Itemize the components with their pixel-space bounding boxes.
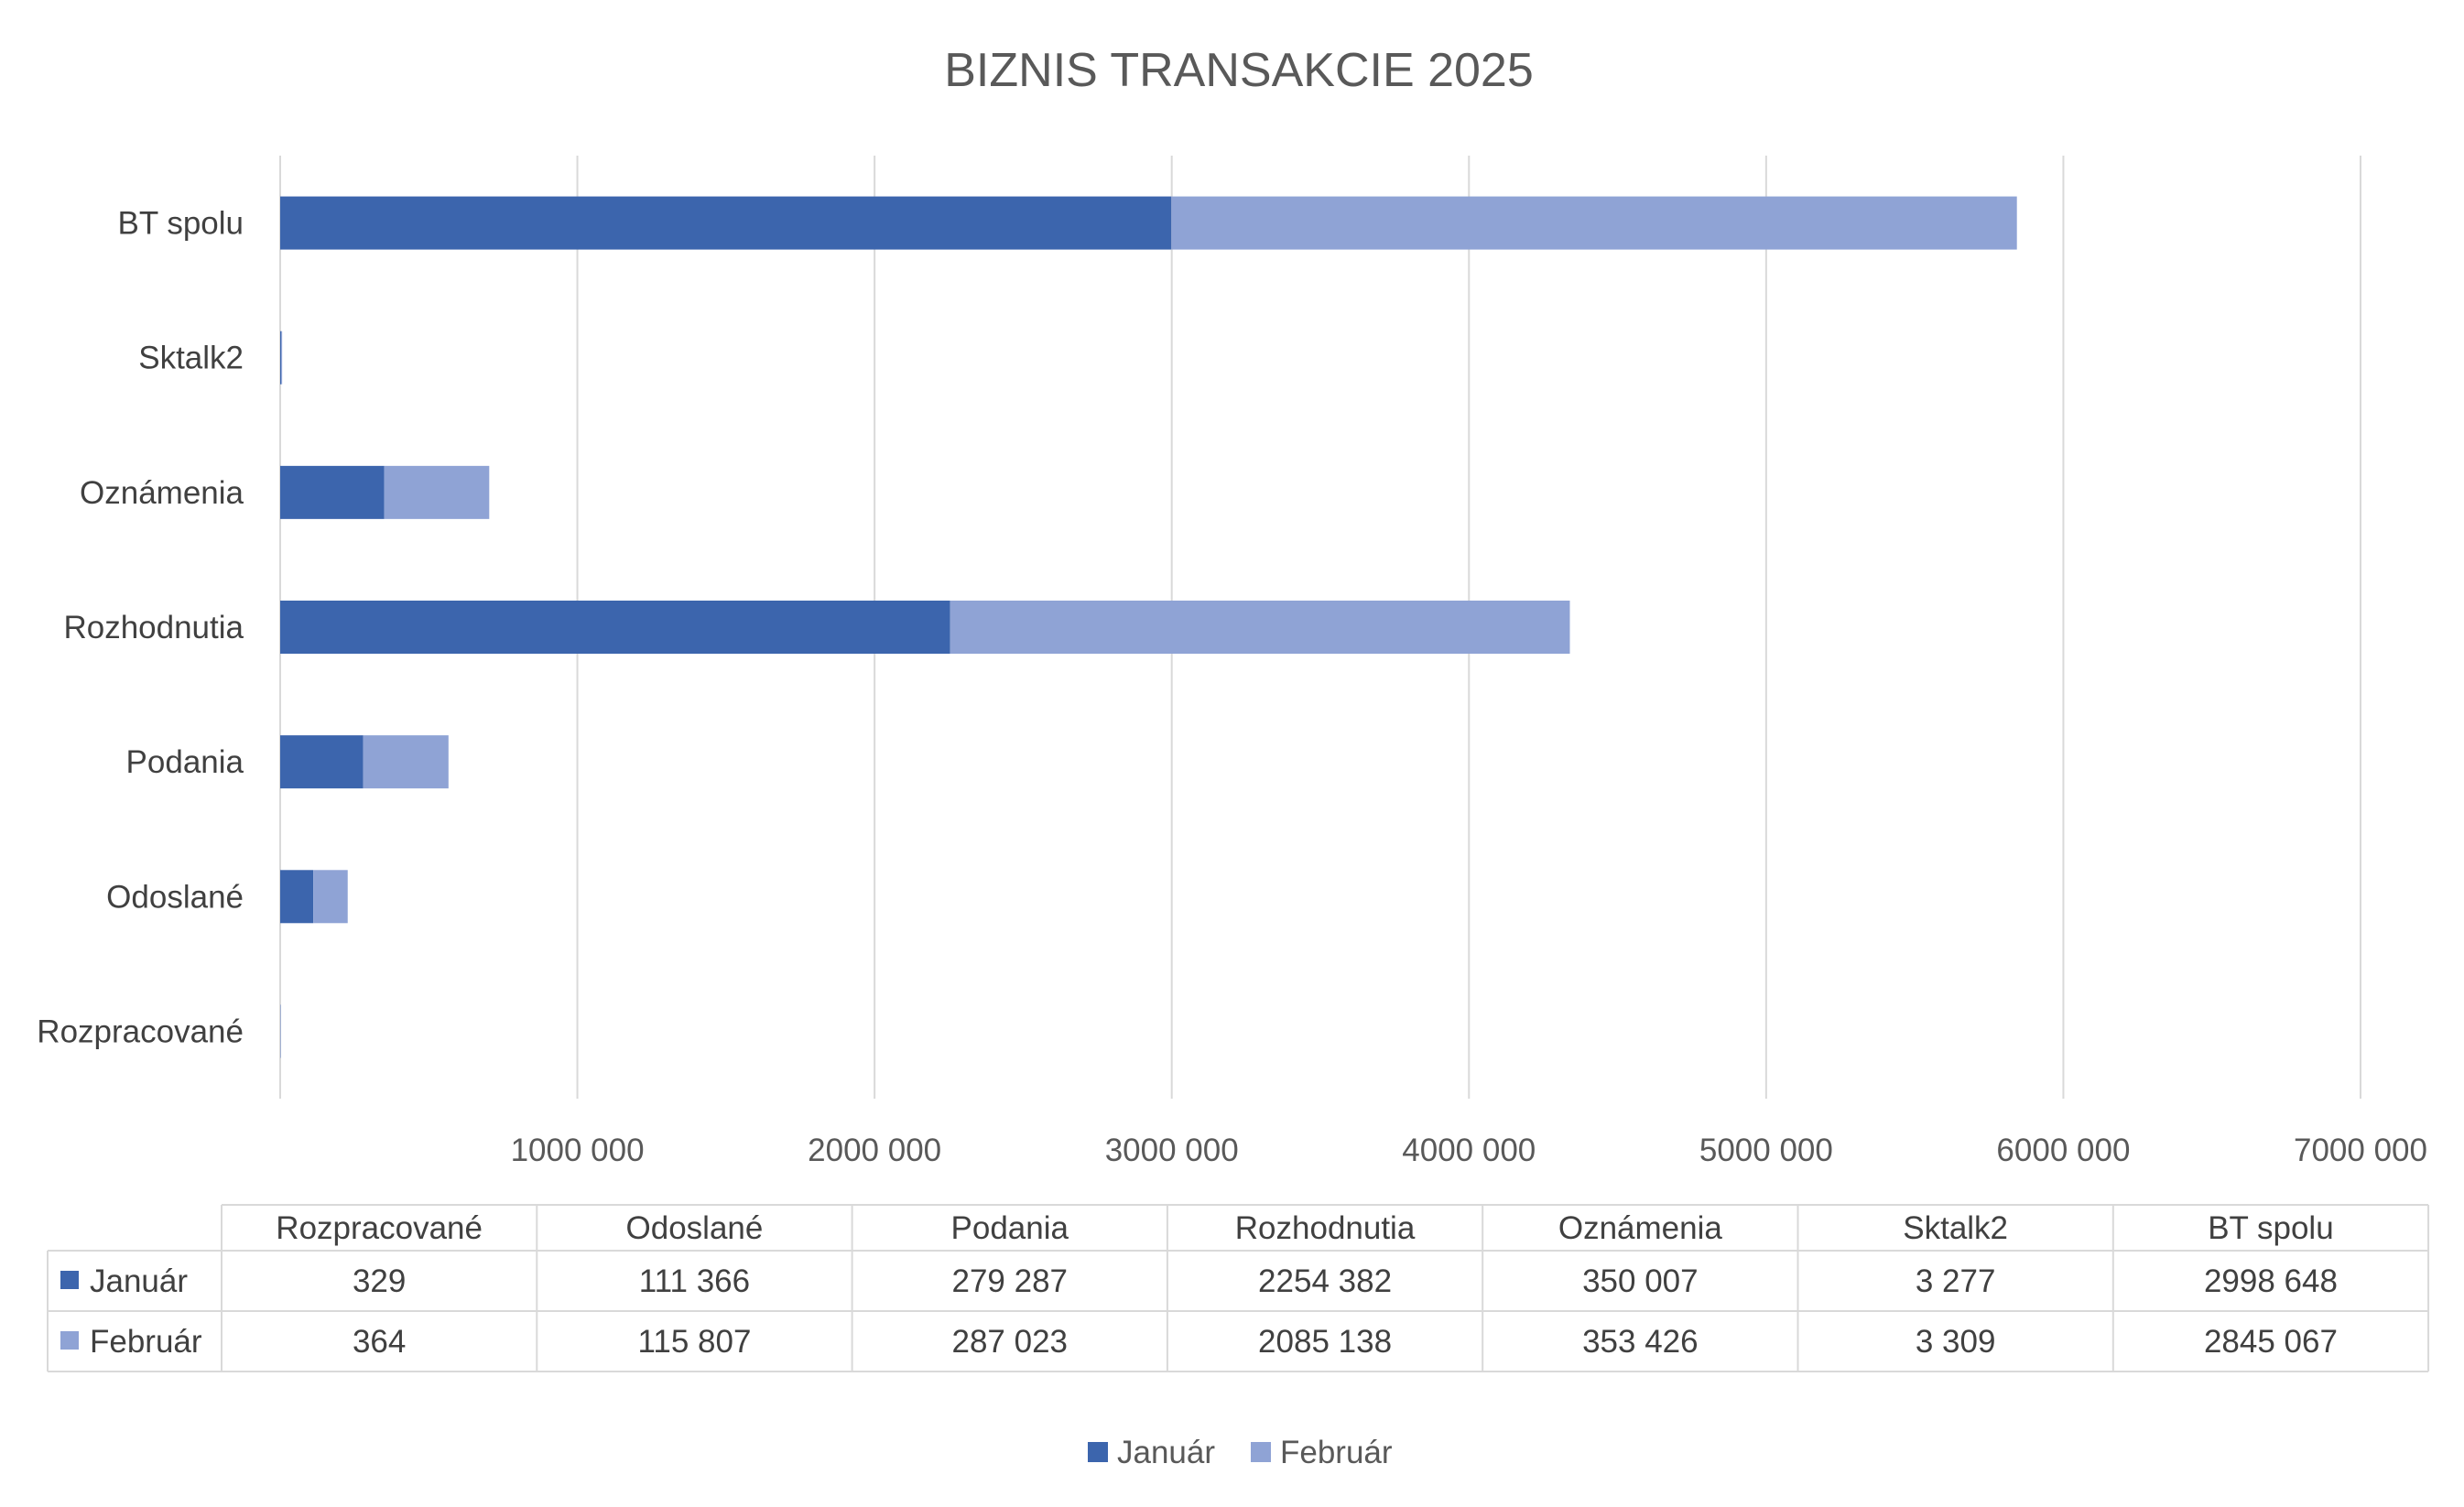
category-label: BT spolu (118, 206, 244, 242)
table-header-cell: Podania (951, 1210, 1069, 1246)
category-label: Rozpracované (37, 1014, 244, 1049)
data-table: Rozpracované Odoslané Podania Rozhodnutia Oz… (47, 1204, 2430, 1372)
chart-title: BIZNIS TRANSAKCIE 2025 (944, 44, 1534, 97)
table-legend-key (60, 1271, 79, 1289)
table-legend-key (60, 1331, 79, 1350)
x-tick-label: 7000 000 (2294, 1133, 2427, 1168)
table-value-cell: 2085 138 (1258, 1324, 1392, 1360)
category-label: Odoslané (106, 879, 244, 915)
table-value-cell: 115 807 (637, 1324, 751, 1360)
category-label: Oznámenia (80, 475, 244, 511)
table-value-cell: 353 426 (1582, 1324, 1699, 1360)
x-tick-label: 6000 000 (1996, 1133, 2130, 1168)
x-tick-label: 1000 000 (511, 1133, 645, 1168)
bar-januar (280, 735, 364, 789)
table-value-cell: 287 023 (951, 1324, 1068, 1360)
category-label: Rozhodnutia (63, 610, 244, 645)
x-axis-ticks: 1000 000 2000 000 3000 000 4000 000 5000 000… (511, 1133, 2427, 1168)
table-value-cell: 2998 648 (2204, 1263, 2338, 1299)
category-label: Podania (126, 744, 244, 780)
table-header-cell: BT spolu (2208, 1210, 2334, 1246)
bar-januar (280, 331, 282, 385)
bar-februar (363, 735, 449, 789)
legend-key (1088, 1442, 1108, 1462)
bars (280, 196, 2017, 1058)
legend-label: Január (1117, 1435, 1215, 1470)
bar-februar (281, 331, 283, 385)
table-series-name: Február (90, 1324, 202, 1360)
table-header-cell: Rozhodnutia (1235, 1210, 1416, 1246)
table-value-cell: 111 366 (639, 1263, 750, 1299)
table-value-cell: 2254 382 (1258, 1263, 1392, 1299)
bar-februar (280, 1004, 281, 1058)
table-value-cell: 3 277 (1916, 1263, 1996, 1299)
bar-januar (280, 870, 314, 924)
table-value-cell: 350 007 (1582, 1263, 1699, 1299)
legend-label: Február (1280, 1435, 1393, 1470)
table-value-cell: 3 309 (1916, 1324, 1996, 1360)
legend-key (1251, 1442, 1271, 1462)
table-header-cell: Rozpracované (276, 1210, 483, 1246)
table-value-cell: 329 (353, 1263, 406, 1299)
bar-februar (950, 601, 1570, 654)
table-header-cell: Odoslané (626, 1210, 764, 1246)
x-tick-label: 5000 000 (1699, 1133, 1833, 1168)
category-labels: Rozpracované Odoslané Podania Rozhodnutia Oz… (37, 206, 244, 1050)
table-value-cell: 279 287 (951, 1263, 1068, 1299)
table-value-cell: 2845 067 (2204, 1324, 2338, 1360)
table-header-cell: Sktalk2 (1903, 1210, 2008, 1246)
x-tick-label: 4000 000 (1402, 1133, 1536, 1168)
bar-februar (384, 465, 490, 519)
table-series-name: Január (90, 1263, 188, 1299)
legend: Január Február (1088, 1435, 1393, 1470)
x-tick-label: 3000 000 (1105, 1133, 1239, 1168)
bar-januar (280, 196, 1172, 250)
table-value-cell: 364 (353, 1324, 406, 1360)
bar-februar (313, 870, 348, 924)
category-label: Sktalk2 (138, 341, 244, 376)
bar-februar (1171, 196, 2017, 250)
bar-januar (280, 465, 385, 519)
x-tick-label: 2000 000 (808, 1133, 941, 1168)
bar-januar (280, 601, 950, 654)
table-header-cell: Oznámenia (1558, 1210, 1723, 1246)
